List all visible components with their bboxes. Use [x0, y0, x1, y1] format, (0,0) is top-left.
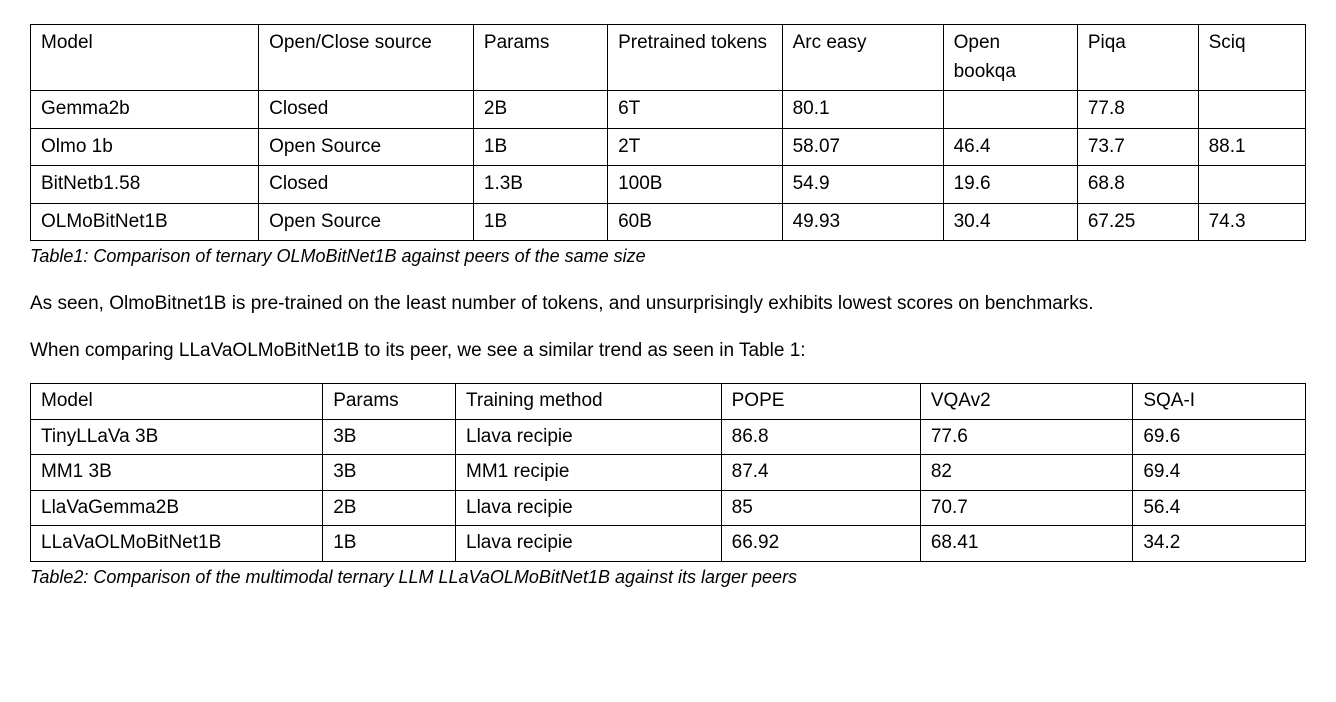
table-row: LlaVaGemma2B 2B Llava recipie 85 70.7 56… — [31, 490, 1306, 526]
cell: Olmo 1b — [31, 128, 259, 166]
table-header-row: Model Params Training method POPE VQAv2 … — [31, 384, 1306, 420]
cell: 67.25 — [1077, 203, 1198, 241]
cell: 1B — [323, 526, 456, 562]
cell: 56.4 — [1133, 490, 1306, 526]
cell: OLMoBitNet1B — [31, 203, 259, 241]
cell: Closed — [259, 91, 474, 129]
cell: 1.3B — [473, 166, 607, 204]
table-1-caption: Table1: Comparison of ternary OLMoBitNet… — [30, 243, 1306, 270]
cell: 74.3 — [1198, 203, 1305, 241]
cell: 77.8 — [1077, 91, 1198, 129]
cell — [1198, 166, 1305, 204]
cell: 100B — [608, 166, 782, 204]
cell: 1B — [473, 203, 607, 241]
col-header: Params — [323, 384, 456, 420]
col-header: Arc easy — [782, 25, 943, 91]
cell: 49.93 — [782, 203, 943, 241]
cell: 66.92 — [721, 526, 920, 562]
cell: 82 — [920, 455, 1133, 491]
paragraph-1: As seen, OlmoBitnet1B is pre-trained on … — [30, 290, 1306, 319]
cell — [1198, 91, 1305, 129]
col-header: Open bookqa — [943, 25, 1077, 91]
cell: 30.4 — [943, 203, 1077, 241]
cell: MM1 3B — [31, 455, 323, 491]
cell: 85 — [721, 490, 920, 526]
cell: Llava recipie — [456, 526, 722, 562]
cell: 86.8 — [721, 419, 920, 455]
col-header: Open/Close source — [259, 25, 474, 91]
col-header: Sciq — [1198, 25, 1305, 91]
cell: 80.1 — [782, 91, 943, 129]
cell: BitNetb1.58 — [31, 166, 259, 204]
cell: 2B — [323, 490, 456, 526]
table-row: Olmo 1b Open Source 1B 2T 58.07 46.4 73.… — [31, 128, 1306, 166]
cell: 58.07 — [782, 128, 943, 166]
table-row: TinyLLaVa 3B 3B Llava recipie 86.8 77.6 … — [31, 419, 1306, 455]
cell: 69.6 — [1133, 419, 1306, 455]
table-row: Gemma2b Closed 2B 6T 80.1 77.8 — [31, 91, 1306, 129]
cell: Gemma2b — [31, 91, 259, 129]
table-row: BitNetb1.58 Closed 1.3B 100B 54.9 19.6 6… — [31, 166, 1306, 204]
cell: Closed — [259, 166, 474, 204]
cell: LLaVaOLMoBitNet1B — [31, 526, 323, 562]
cell: 68.41 — [920, 526, 1133, 562]
cell: 87.4 — [721, 455, 920, 491]
col-header: POPE — [721, 384, 920, 420]
cell: 3B — [323, 455, 456, 491]
cell: 2T — [608, 128, 782, 166]
col-header: Model — [31, 25, 259, 91]
col-header: SQA-I — [1133, 384, 1306, 420]
table-row: OLMoBitNet1B Open Source 1B 60B 49.93 30… — [31, 203, 1306, 241]
col-header: Model — [31, 384, 323, 420]
cell: MM1 recipie — [456, 455, 722, 491]
cell — [943, 91, 1077, 129]
col-header: Piqa — [1077, 25, 1198, 91]
cell: 6T — [608, 91, 782, 129]
cell: 3B — [323, 419, 456, 455]
cell: LlaVaGemma2B — [31, 490, 323, 526]
table-2-caption: Table2: Comparison of the multimodal ter… — [30, 564, 1306, 591]
cell: 70.7 — [920, 490, 1133, 526]
table-1: Model Open/Close source Params Pretraine… — [30, 24, 1306, 241]
cell: TinyLLaVa 3B — [31, 419, 323, 455]
col-header: VQAv2 — [920, 384, 1133, 420]
col-header: Pretrained tokens — [608, 25, 782, 91]
col-header: Training method — [456, 384, 722, 420]
cell: Llava recipie — [456, 490, 722, 526]
cell: 68.8 — [1077, 166, 1198, 204]
cell: 1B — [473, 128, 607, 166]
cell: 46.4 — [943, 128, 1077, 166]
cell: 34.2 — [1133, 526, 1306, 562]
cell: 77.6 — [920, 419, 1133, 455]
cell: Open Source — [259, 203, 474, 241]
cell: 69.4 — [1133, 455, 1306, 491]
col-header: Params — [473, 25, 607, 91]
table-row: LLaVaOLMoBitNet1B 1B Llava recipie 66.92… — [31, 526, 1306, 562]
cell: 19.6 — [943, 166, 1077, 204]
paragraph-2: When comparing LLaVaOLMoBitNet1B to its … — [30, 337, 1306, 366]
cell: Open Source — [259, 128, 474, 166]
cell: 73.7 — [1077, 128, 1198, 166]
cell: 88.1 — [1198, 128, 1305, 166]
table-header-row: Model Open/Close source Params Pretraine… — [31, 25, 1306, 91]
cell: Llava recipie — [456, 419, 722, 455]
table-2: Model Params Training method POPE VQAv2 … — [30, 383, 1306, 562]
table-row: MM1 3B 3B MM1 recipie 87.4 82 69.4 — [31, 455, 1306, 491]
cell: 2B — [473, 91, 607, 129]
cell: 54.9 — [782, 166, 943, 204]
cell: 60B — [608, 203, 782, 241]
